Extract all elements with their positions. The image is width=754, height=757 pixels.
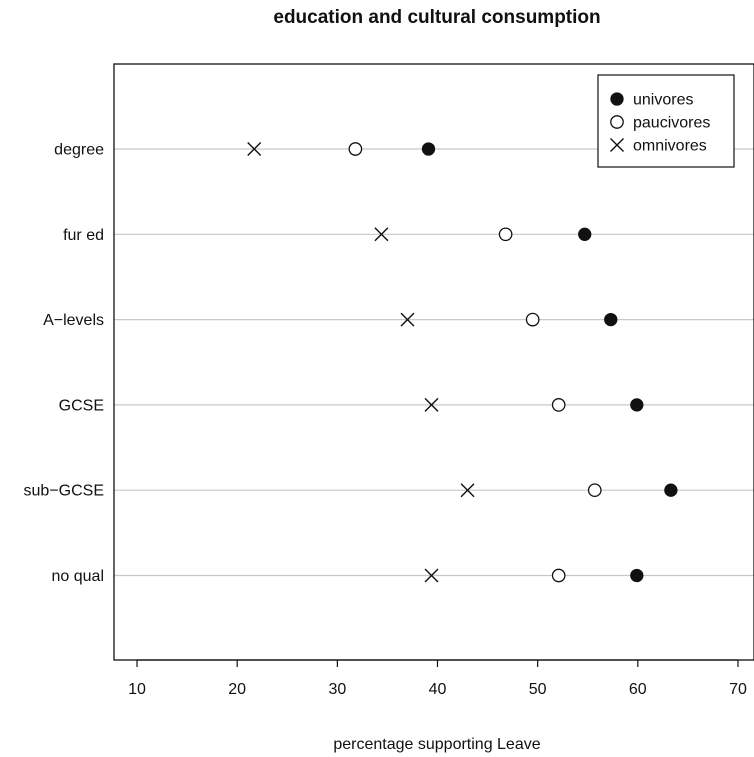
omnivores-point — [424, 397, 439, 412]
cross-stroke — [400, 312, 415, 327]
legend-label: univores — [633, 92, 693, 109]
legend: univores paucivores omnivores — [597, 74, 735, 168]
x-axis: 10 20 30 40 50 60 70 — [128, 659, 747, 698]
legend-marker-paucivores — [610, 115, 624, 129]
legend-label: paucivores — [633, 115, 710, 132]
paucivores-point — [551, 398, 566, 412]
univores-point — [421, 142, 436, 156]
y-tick-label: degree — [54, 142, 104, 159]
x-tick-label: 40 — [429, 681, 447, 698]
y-tick-label: sub−GCSE — [24, 483, 104, 500]
y-tick-label: no qual — [52, 568, 105, 585]
data-points — [247, 142, 678, 583]
paucivores-point — [587, 483, 602, 498]
y-tick-label: A−levels — [43, 312, 104, 329]
cross-stroke — [374, 227, 389, 242]
omnivores-point — [400, 312, 415, 327]
grid-lines — [114, 148, 754, 577]
univores-point — [664, 483, 678, 497]
paucivores-point — [551, 568, 566, 583]
omnivores-point — [374, 227, 389, 242]
paucivores-point — [498, 227, 513, 242]
x-tick-label: 30 — [328, 681, 346, 698]
legend-marker-univores — [610, 92, 624, 106]
cross-stroke — [460, 483, 475, 498]
x-tick-label: 10 — [128, 681, 146, 698]
paucivores-point — [348, 142, 363, 156]
legend-marker-omnivores — [610, 138, 624, 152]
y-tick-label: fur ed — [63, 227, 104, 244]
cross-stroke — [247, 142, 262, 156]
paucivores-point — [525, 312, 540, 327]
univores-point — [630, 398, 644, 412]
cross-stroke — [610, 138, 624, 152]
chart-title: education and cultural consumption — [273, 7, 600, 28]
univores-point — [604, 312, 618, 327]
univores-point — [630, 568, 644, 583]
y-tick-label: GCSE — [59, 397, 104, 414]
y-axis-labels: degree fur ed A−levels GCSE sub−GCSE no qual — [24, 142, 105, 586]
univores-point — [578, 227, 592, 241]
x-tick-label: 60 — [629, 681, 647, 698]
x-tick-label: 70 — [729, 681, 747, 698]
legend-label: omnivores — [633, 138, 707, 155]
cross-stroke — [424, 397, 439, 412]
x-tick-label: 20 — [228, 681, 246, 698]
x-tick-label: 50 — [529, 681, 547, 698]
omnivores-point — [460, 483, 475, 498]
omnivores-point — [247, 142, 262, 156]
x-axis-label: percentage supporting Leave — [333, 736, 540, 753]
cross-stroke — [424, 568, 439, 583]
omnivores-point — [424, 568, 439, 583]
